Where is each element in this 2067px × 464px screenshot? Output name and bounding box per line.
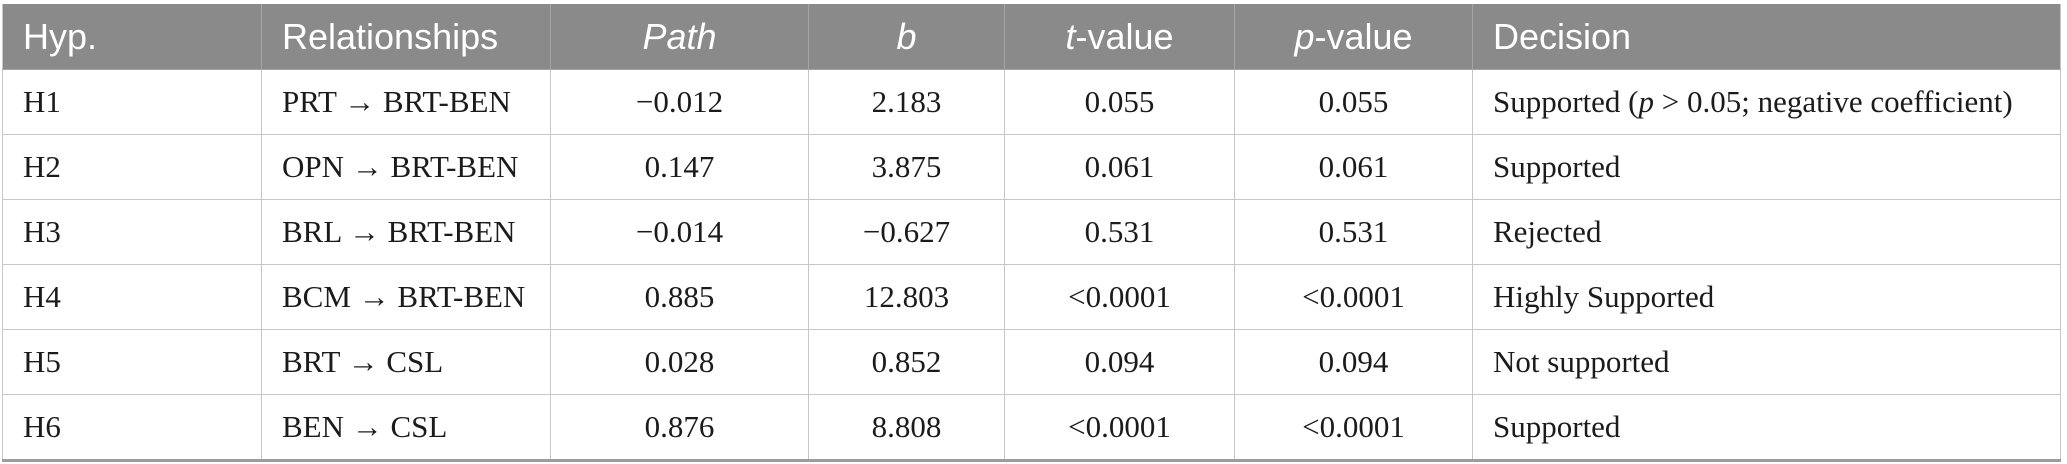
cell-path: 0.885 bbox=[550, 264, 809, 330]
cell-hyp: H6 bbox=[2, 394, 262, 461]
cell-b: 8.808 bbox=[808, 394, 1005, 461]
cell-path: 0.876 bbox=[550, 394, 809, 461]
cell-b: 2.183 bbox=[808, 69, 1005, 135]
cell-decision: Not supported bbox=[1472, 329, 2061, 395]
cell-decision: Supported bbox=[1472, 134, 2061, 200]
cell-p-value: 0.094 bbox=[1234, 329, 1473, 395]
cell-relationship: BRT → CSL bbox=[261, 329, 551, 395]
header-t-italic-part: t bbox=[1065, 15, 1076, 57]
hypothesis-results-table: Hyp. Relationships Path b t-value p-valu… bbox=[2, 4, 2061, 462]
cell-hyp: H5 bbox=[2, 329, 262, 395]
table-row: H1 PRT → BRT-BEN −0.012 2.183 0.055 0.05… bbox=[2, 69, 2061, 135]
cell-path: −0.014 bbox=[550, 199, 809, 265]
decision-p-italic-part: p bbox=[1638, 84, 1655, 119]
header-row: Hyp. Relationships Path b t-value p-valu… bbox=[2, 4, 2061, 70]
cell-relationship: OPN → BRT-BEN bbox=[261, 134, 551, 200]
cell-hyp: H2 bbox=[2, 134, 262, 200]
cell-p-value: 0.055 bbox=[1234, 69, 1473, 135]
cell-hyp: H4 bbox=[2, 264, 262, 330]
cell-path: 0.147 bbox=[550, 134, 809, 200]
cell-p-value: <0.0001 bbox=[1234, 394, 1473, 461]
cell-t-value: <0.0001 bbox=[1004, 394, 1235, 461]
cell-decision: Supported (p > 0.05; negative coefficien… bbox=[1472, 69, 2061, 135]
cell-decision: Rejected bbox=[1472, 199, 2061, 265]
cell-t-value: 0.094 bbox=[1004, 329, 1235, 395]
cell-t-value: 0.061 bbox=[1004, 134, 1235, 200]
table-row: H5 BRT → CSL 0.028 0.852 0.094 0.094 Not… bbox=[2, 329, 2061, 395]
header-p-value: p-value bbox=[1234, 4, 1473, 70]
cell-t-value: <0.0001 bbox=[1004, 264, 1235, 330]
header-p-rest-part: -value bbox=[1314, 15, 1413, 57]
cell-relationship: BCM → BRT-BEN bbox=[261, 264, 551, 330]
cell-p-value: 0.531 bbox=[1234, 199, 1473, 265]
cell-b: 0.852 bbox=[808, 329, 1005, 395]
cell-path: −0.012 bbox=[550, 69, 809, 135]
cell-hyp: H3 bbox=[2, 199, 262, 265]
cell-b: −0.627 bbox=[808, 199, 1005, 265]
table-row: H6 BEN → CSL 0.876 8.808 <0.0001 <0.0001… bbox=[2, 394, 2061, 461]
header-relationships: Relationships bbox=[261, 4, 551, 70]
header-p-italic-part: p bbox=[1294, 15, 1315, 57]
table-row: H4 BCM → BRT-BEN 0.885 12.803 <0.0001 <0… bbox=[2, 264, 2061, 330]
table-row: H3 BRL → BRT-BEN −0.014 −0.627 0.531 0.5… bbox=[2, 199, 2061, 265]
cell-decision: Supported bbox=[1472, 394, 2061, 461]
header-t-rest-part: -value bbox=[1075, 15, 1174, 57]
header-decision: Decision bbox=[1472, 4, 2061, 70]
cell-t-value: 0.531 bbox=[1004, 199, 1235, 265]
header-b: b bbox=[808, 4, 1005, 70]
cell-path: 0.028 bbox=[550, 329, 809, 395]
decision-text-part: Supported ( bbox=[1493, 84, 1639, 119]
cell-p-value: 0.061 bbox=[1234, 134, 1473, 200]
table-row: H2 OPN → BRT-BEN 0.147 3.875 0.061 0.061… bbox=[2, 134, 2061, 200]
cell-relationship: PRT → BRT-BEN bbox=[261, 69, 551, 135]
header-t-value: t-value bbox=[1004, 4, 1235, 70]
cell-t-value: 0.055 bbox=[1004, 69, 1235, 135]
header-hyp: Hyp. bbox=[2, 4, 262, 70]
cell-b: 3.875 bbox=[808, 134, 1005, 200]
header-path: Path bbox=[550, 4, 809, 70]
cell-relationship: BEN → CSL bbox=[261, 394, 551, 461]
cell-relationship: BRL → BRT-BEN bbox=[261, 199, 551, 265]
cell-decision: Highly Supported bbox=[1472, 264, 2061, 330]
decision-text-part: > 0.05; negative coefficient) bbox=[1654, 84, 2013, 119]
cell-p-value: <0.0001 bbox=[1234, 264, 1473, 330]
cell-hyp: H1 bbox=[2, 69, 262, 135]
cell-b: 12.803 bbox=[808, 264, 1005, 330]
